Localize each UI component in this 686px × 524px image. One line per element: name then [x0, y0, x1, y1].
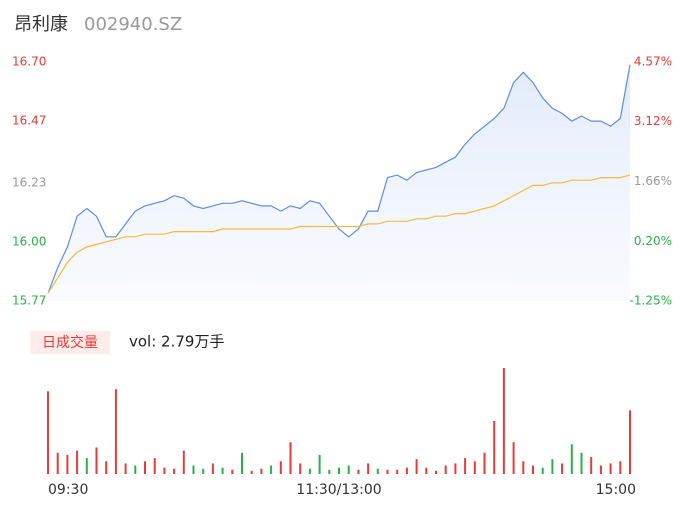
volume-bar [512, 442, 515, 474]
volume-bar [473, 461, 476, 474]
volume-bar [134, 465, 137, 474]
volume-bar [522, 461, 525, 474]
volume-bar [231, 469, 234, 474]
volume-bar [541, 467, 544, 474]
volume-bar [114, 389, 117, 474]
y2-tick-label: 3.12% [634, 114, 672, 128]
volume-bar [173, 468, 176, 474]
volume-bar [619, 461, 622, 474]
volume-bar [153, 458, 156, 474]
volume-bar [347, 465, 350, 474]
volume-bar [561, 463, 564, 474]
volume-bar [609, 463, 612, 474]
volume-bar [454, 463, 457, 474]
x-tick-label: 11:30/13:00 [296, 482, 381, 498]
volume-bar [483, 452, 486, 474]
volume-bar [85, 458, 88, 474]
volume-bar [299, 463, 302, 474]
volume-bar [47, 391, 49, 474]
subtitle: 002940.SZ [84, 14, 182, 35]
volume-bar [241, 452, 243, 474]
volume-bar [629, 410, 631, 474]
volume-bar [357, 469, 360, 474]
volume-bar [425, 467, 428, 474]
volume-bar [415, 459, 418, 474]
volume-bar [570, 444, 573, 474]
volume-bar [464, 458, 467, 474]
volume-bar [444, 465, 447, 474]
volume-bar [202, 468, 205, 474]
volume-bar [493, 421, 496, 474]
volume-bar [318, 454, 321, 474]
volume-bar [144, 461, 146, 474]
volume-bar [376, 468, 379, 474]
average-line [47, 174, 631, 294]
volume-bar [182, 450, 185, 474]
x-tick-label: 15:00 [596, 482, 636, 498]
y-tick-label: 15.77 [12, 294, 46, 308]
volume-bar [211, 463, 214, 474]
volume-bar [580, 452, 583, 474]
volume-bar [289, 442, 292, 474]
volume-bar [260, 468, 263, 474]
volume-bar [192, 465, 195, 474]
price-line [47, 64, 631, 294]
volume-bar [105, 461, 108, 474]
y2-tick-label: 0.20% [634, 234, 672, 248]
volume-bar [308, 468, 311, 474]
volume-bar [270, 465, 273, 474]
volume-bar [250, 470, 253, 474]
y-tick-label: 16.70 [12, 55, 46, 69]
x-tick-label: 09:30 [48, 482, 88, 498]
volume-bar [279, 461, 282, 474]
title: 昂利康 [14, 14, 68, 35]
y2-tick-label: 4.57% [634, 55, 672, 69]
y2-tick-label: 1.66% [634, 174, 672, 188]
volume-bar [221, 467, 224, 474]
volume-label: 日成交量 [42, 334, 98, 351]
y2-tick-label: -1.25% [630, 294, 672, 308]
y-tick-label: 16.47 [12, 114, 46, 128]
volume-bar [66, 454, 69, 474]
volume-bar [95, 447, 98, 474]
y-tick-label: 16.00 [12, 234, 46, 248]
volume-bar [502, 368, 505, 474]
volume-bar [435, 470, 437, 474]
volume-bar [328, 469, 331, 474]
volume-summary: vol: 2.79万手 [129, 333, 224, 351]
volume-bar [56, 452, 59, 474]
volume-bar [367, 463, 370, 474]
volume-bar [532, 465, 534, 474]
y-tick-label: 16.23 [12, 175, 46, 189]
volume-bar [76, 450, 79, 474]
volume-bar [163, 467, 166, 474]
volume-bar [386, 469, 389, 474]
volume-bar [590, 457, 593, 474]
volume-bar [396, 469, 399, 474]
volume-bar [124, 463, 127, 474]
price-area [48, 64, 630, 301]
volume-bar [599, 465, 602, 474]
volume-bar [551, 459, 554, 474]
volume-bar [338, 467, 340, 474]
volume-bar [405, 467, 408, 474]
volume-badge [30, 331, 110, 354]
